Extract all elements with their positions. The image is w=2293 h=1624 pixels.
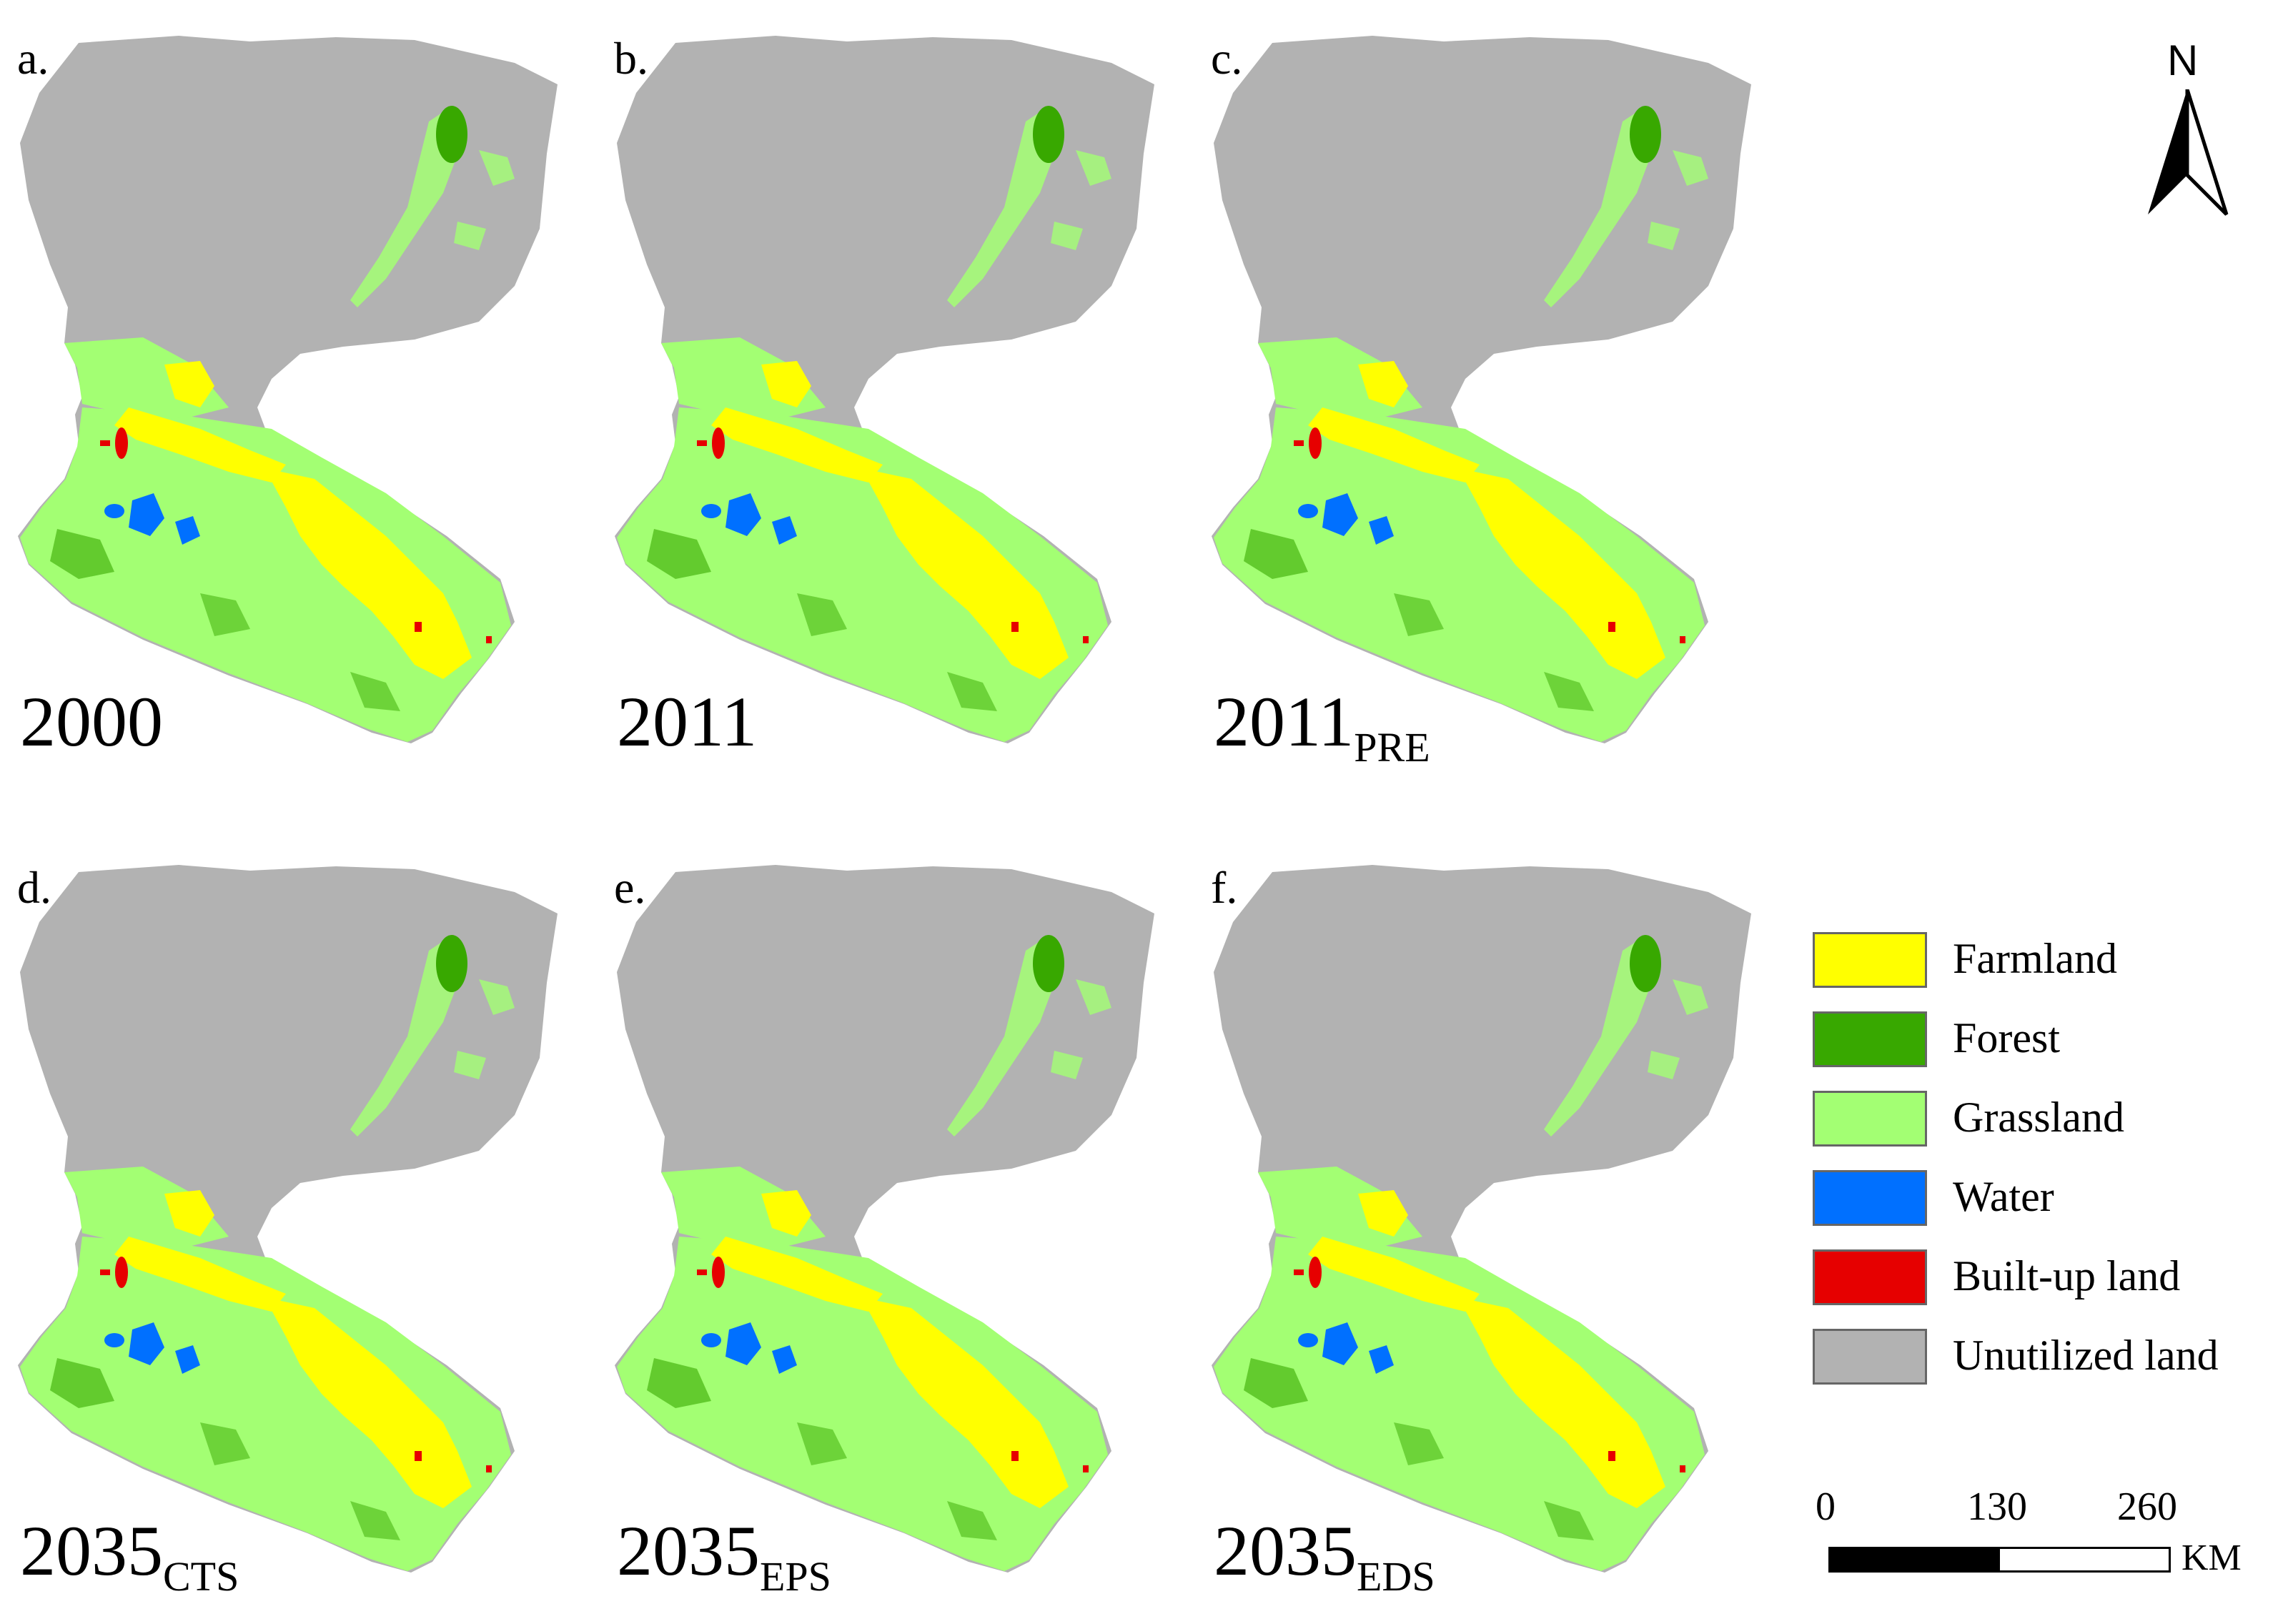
legend-swatch: [1813, 1011, 1927, 1067]
legend-label: Forest: [1953, 1014, 2060, 1061]
land-use-map: [615, 865, 1154, 1573]
panel-label: d.: [17, 862, 51, 913]
panel-label: a.: [17, 33, 49, 84]
panel-year: 2035EPS: [617, 1511, 831, 1600]
legend-label: Farmland: [1953, 935, 2117, 982]
legend-item-built-up-land: Built-up land: [1813, 1247, 2284, 1309]
panel-label: e.: [614, 862, 646, 913]
legend-swatch: [1813, 1170, 1927, 1226]
legend-label: Grassland: [1953, 1094, 2124, 1141]
scale-bar-white-segment: [1998, 1547, 2171, 1573]
legend-item-water: Water: [1813, 1167, 2284, 1230]
map-panel-b: b. 2011: [611, 7, 1154, 758]
scale-unit: KM: [2181, 1538, 2242, 1578]
legend-swatch: [1813, 1091, 1927, 1147]
legend-item-farmland: Farmland: [1813, 929, 2284, 992]
scale-tick-0: 0: [1816, 1485, 1836, 1529]
scale-tick-260: 260: [2117, 1485, 2177, 1529]
map-panel-a: a. 2000: [14, 7, 558, 758]
scale-tick-130: 130: [1967, 1485, 2027, 1529]
panel-year: 2035EDS: [1214, 1511, 1435, 1600]
panel-label: f.: [1211, 862, 1238, 913]
land-use-map: [615, 36, 1154, 743]
land-use-map: [18, 865, 558, 1573]
panel-year: 2011PRE: [1214, 682, 1430, 771]
north-letter: N: [2167, 36, 2199, 84]
legend-label: Built-up land: [1953, 1252, 2181, 1299]
panel-label: c.: [1211, 33, 1243, 84]
panel-year: 2011: [617, 682, 758, 761]
north-arrow-icon: [2148, 89, 2229, 216]
legend-label: Unutilized land: [1953, 1332, 2219, 1379]
panel-label: b.: [614, 33, 648, 84]
legend-swatch: [1813, 932, 1927, 988]
land-use-map: [1212, 36, 1751, 743]
land-use-map: [1212, 865, 1751, 1573]
legend-swatch: [1813, 1329, 1927, 1385]
scale-bar-black-segment: [1828, 1547, 2000, 1573]
land-use-map: [18, 36, 558, 743]
legend-item-forest: Forest: [1813, 1009, 2284, 1071]
panel-year: 2000: [20, 682, 163, 761]
map-panel-c: c. 2011PRE: [1208, 7, 1751, 768]
scale-bar: 0 130 260 KM: [1816, 1487, 2273, 1601]
map-panel-d: d. 2035CTS: [14, 836, 558, 1598]
panel-year: 2035CTS: [20, 1511, 239, 1600]
map-panel-f: f. 2035EDS: [1208, 836, 1751, 1598]
legend-item-grassland: Grassland: [1813, 1088, 2284, 1151]
legend-item-unutilized-land: Unutilized land: [1813, 1326, 2284, 1389]
map-panel-e: e. 2035EPS: [611, 836, 1154, 1598]
legend-label: Water: [1953, 1173, 2054, 1220]
north-arrow: N: [2130, 39, 2244, 225]
legend-swatch: [1813, 1249, 1927, 1305]
